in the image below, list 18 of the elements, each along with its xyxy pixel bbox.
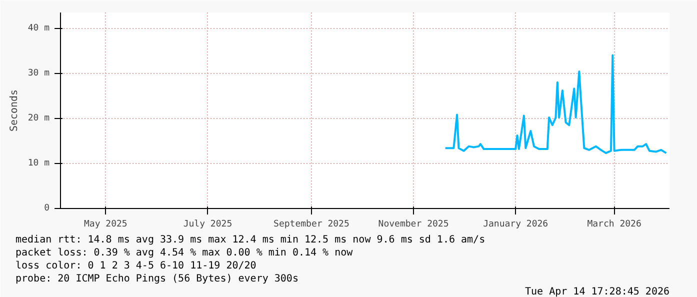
text: Tue Apr 14 17:28:45 2026 — [525, 286, 670, 297]
text: median rtt: 14.8 ms avg 33.9 ms max 12.4 ms min 12.5 ms now 9.6 ms sd 1.6 am/s — [16, 234, 486, 246]
text: probe: 20 ICMP Echo Pings (56 Bytes) every 300s — [16, 274, 298, 284]
line-series — [444, 54, 668, 154]
x-tick-label: January 2026 — [483, 220, 548, 230]
y-tick-label: 10 m — [28, 158, 50, 168]
y-tick-label: 40 m — [28, 23, 50, 34]
y-tick-label: 30 m — [28, 68, 50, 78]
y-axis-title: Seconds — [8, 89, 20, 132]
y-tick-label: 0 — [44, 204, 50, 214]
x-tick-label: July 2025 — [183, 220, 232, 230]
x-tick-label: November 2025 — [378, 220, 449, 230]
y-tick-label: 20 m — [28, 113, 50, 124]
x-tick-label: May 2025 — [84, 220, 128, 230]
x-tick-label: September 2025 — [274, 220, 350, 230]
x-tick-label: March 2026 — [587, 220, 642, 230]
text: packet loss: 0.39 % avg 4.54 % max 0.00 % min 0.14 % now — [16, 248, 354, 258]
text: loss color: 0 1 2 3 4-5 6-10 11-19 20/20 — [16, 260, 256, 272]
